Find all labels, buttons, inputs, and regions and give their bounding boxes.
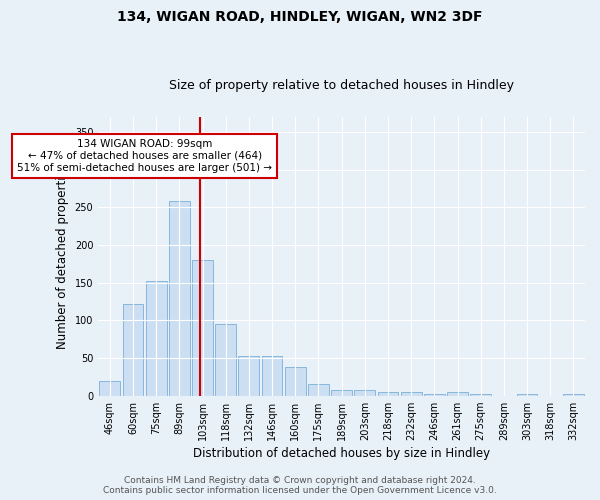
- Bar: [238, 356, 259, 396]
- Bar: [401, 392, 422, 396]
- Bar: [146, 281, 167, 396]
- Bar: [447, 392, 468, 396]
- Bar: [470, 394, 491, 396]
- Bar: [308, 384, 329, 396]
- Bar: [377, 392, 398, 396]
- X-axis label: Distribution of detached houses by size in Hindley: Distribution of detached houses by size …: [193, 447, 490, 460]
- Title: Size of property relative to detached houses in Hindley: Size of property relative to detached ho…: [169, 79, 514, 92]
- Bar: [100, 380, 120, 396]
- Bar: [169, 201, 190, 396]
- Bar: [285, 367, 305, 396]
- Bar: [262, 356, 283, 396]
- Bar: [424, 394, 445, 396]
- Bar: [355, 390, 375, 396]
- Bar: [331, 390, 352, 396]
- Bar: [122, 304, 143, 396]
- Bar: [192, 260, 213, 396]
- Text: 134 WIGAN ROAD: 99sqm
← 47% of detached houses are smaller (464)
51% of semi-det: 134 WIGAN ROAD: 99sqm ← 47% of detached …: [17, 140, 272, 172]
- Text: Contains HM Land Registry data © Crown copyright and database right 2024.
Contai: Contains HM Land Registry data © Crown c…: [103, 476, 497, 495]
- Bar: [563, 394, 584, 396]
- Bar: [517, 394, 538, 396]
- Bar: [215, 324, 236, 396]
- Y-axis label: Number of detached properties: Number of detached properties: [56, 163, 69, 349]
- Text: 134, WIGAN ROAD, HINDLEY, WIGAN, WN2 3DF: 134, WIGAN ROAD, HINDLEY, WIGAN, WN2 3DF: [117, 10, 483, 24]
